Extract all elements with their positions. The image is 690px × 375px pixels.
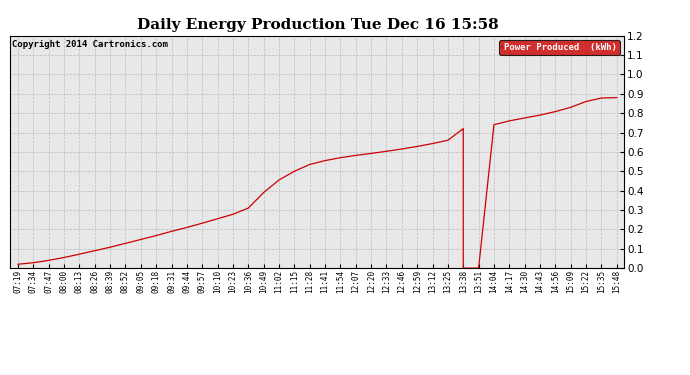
Text: Copyright 2014 Cartronics.com: Copyright 2014 Cartronics.com <box>12 40 168 49</box>
Legend: Power Produced  (kWh): Power Produced (kWh) <box>499 40 620 54</box>
Title: Daily Energy Production Tue Dec 16 15:58: Daily Energy Production Tue Dec 16 15:58 <box>137 18 498 32</box>
